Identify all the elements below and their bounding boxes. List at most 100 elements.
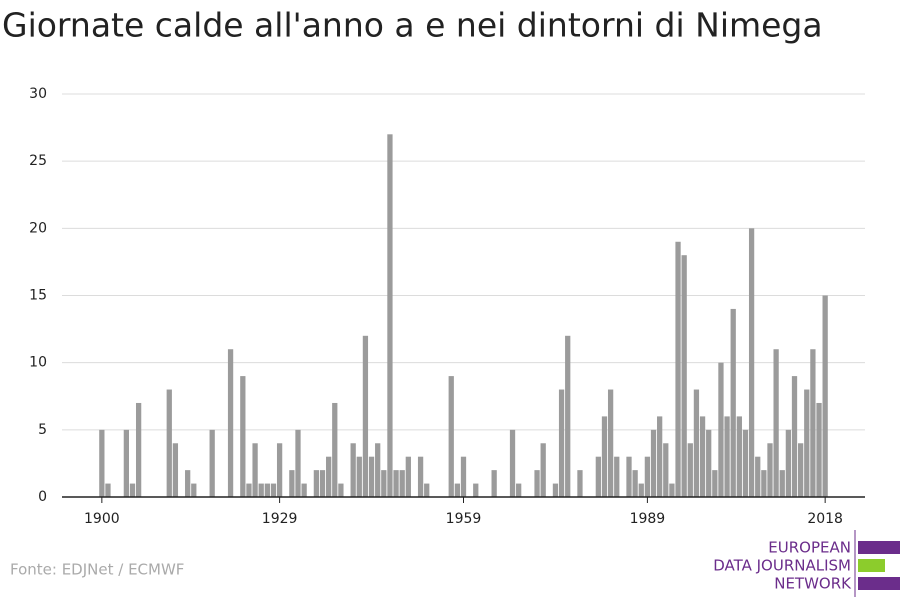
bar xyxy=(123,429,129,497)
bar xyxy=(166,389,172,497)
x-tick-label: 2018 xyxy=(807,511,843,527)
bar xyxy=(454,483,461,497)
bar xyxy=(491,470,497,497)
bar xyxy=(644,456,651,497)
bar xyxy=(375,443,381,497)
bar xyxy=(509,429,516,497)
bar xyxy=(693,389,700,497)
bar xyxy=(417,456,424,497)
bar xyxy=(381,470,387,497)
bar xyxy=(595,456,601,497)
bar xyxy=(534,470,540,497)
bar xyxy=(332,402,338,497)
bar xyxy=(246,483,252,497)
bar xyxy=(822,295,828,497)
bar xyxy=(270,483,277,497)
bar xyxy=(276,443,283,497)
y-tick-label: 20 xyxy=(29,220,47,236)
bar xyxy=(129,483,136,497)
bar xyxy=(798,443,804,497)
bar xyxy=(227,349,234,497)
bar xyxy=(516,483,522,497)
x-tick-label: 1929 xyxy=(262,511,298,527)
bar xyxy=(601,416,608,497)
bar xyxy=(638,483,644,497)
bar xyxy=(295,429,301,497)
bar xyxy=(313,470,320,497)
bar xyxy=(816,402,822,497)
y-tick-label: 10 xyxy=(29,355,47,371)
bar xyxy=(724,416,730,497)
bar xyxy=(748,228,755,498)
bar xyxy=(657,416,663,497)
bar xyxy=(804,389,810,497)
bar xyxy=(712,470,718,497)
bar xyxy=(289,470,295,497)
bar xyxy=(736,416,742,497)
bar xyxy=(681,255,687,497)
bar xyxy=(240,376,246,497)
bar xyxy=(258,483,264,497)
bar xyxy=(761,470,767,497)
logo-block xyxy=(858,577,900,590)
bar xyxy=(687,443,693,497)
logo-text: DATA JOURNALISM xyxy=(713,557,851,575)
bar xyxy=(301,483,307,497)
bar xyxy=(577,470,583,497)
bar xyxy=(326,456,332,497)
bar xyxy=(356,456,362,497)
bar xyxy=(368,456,375,497)
y-tick-label: 15 xyxy=(29,288,47,304)
bar xyxy=(558,389,565,497)
bar xyxy=(663,443,669,497)
x-tick-label: 1900 xyxy=(84,511,120,527)
bar xyxy=(399,470,405,497)
bar xyxy=(632,470,638,497)
chart-title: Giornate calde all'anno a e nei dintorni… xyxy=(2,6,823,45)
x-tick-label: 1959 xyxy=(446,511,482,527)
bar xyxy=(362,335,369,497)
bar xyxy=(791,376,798,497)
bar xyxy=(675,241,681,497)
bar xyxy=(424,483,430,497)
bar xyxy=(473,483,479,497)
bar xyxy=(565,335,571,497)
bar xyxy=(626,456,632,497)
bar xyxy=(755,456,761,497)
source: Fonte: EDJNet / ECMWF xyxy=(10,561,184,579)
bar xyxy=(718,362,724,497)
bar xyxy=(191,483,197,497)
bar xyxy=(105,483,111,497)
bar xyxy=(810,349,816,497)
bar xyxy=(669,483,675,497)
y-tick-label: 5 xyxy=(38,422,47,438)
bar xyxy=(448,376,454,497)
bar xyxy=(209,429,215,497)
bar xyxy=(773,349,779,497)
bar xyxy=(338,483,344,497)
logo-text: EUROPEAN xyxy=(768,539,851,557)
bar xyxy=(252,443,258,497)
y-tick-label: 25 xyxy=(29,153,47,169)
logo-block xyxy=(858,541,900,554)
bar xyxy=(699,416,706,497)
bar xyxy=(387,134,393,498)
bar xyxy=(706,429,712,497)
bar xyxy=(99,429,105,497)
y-tick-label: 30 xyxy=(29,86,47,102)
bar xyxy=(607,389,614,497)
bar xyxy=(405,456,411,497)
x-tick-label: 1989 xyxy=(630,511,666,527)
bar xyxy=(767,443,773,497)
bar xyxy=(730,308,736,497)
bar xyxy=(742,429,749,497)
bar xyxy=(460,456,467,497)
bar xyxy=(552,483,559,497)
bar xyxy=(185,470,191,497)
bar xyxy=(650,429,657,497)
bar xyxy=(779,470,785,497)
bar xyxy=(540,443,546,497)
bar xyxy=(785,429,792,497)
bar xyxy=(614,456,620,497)
